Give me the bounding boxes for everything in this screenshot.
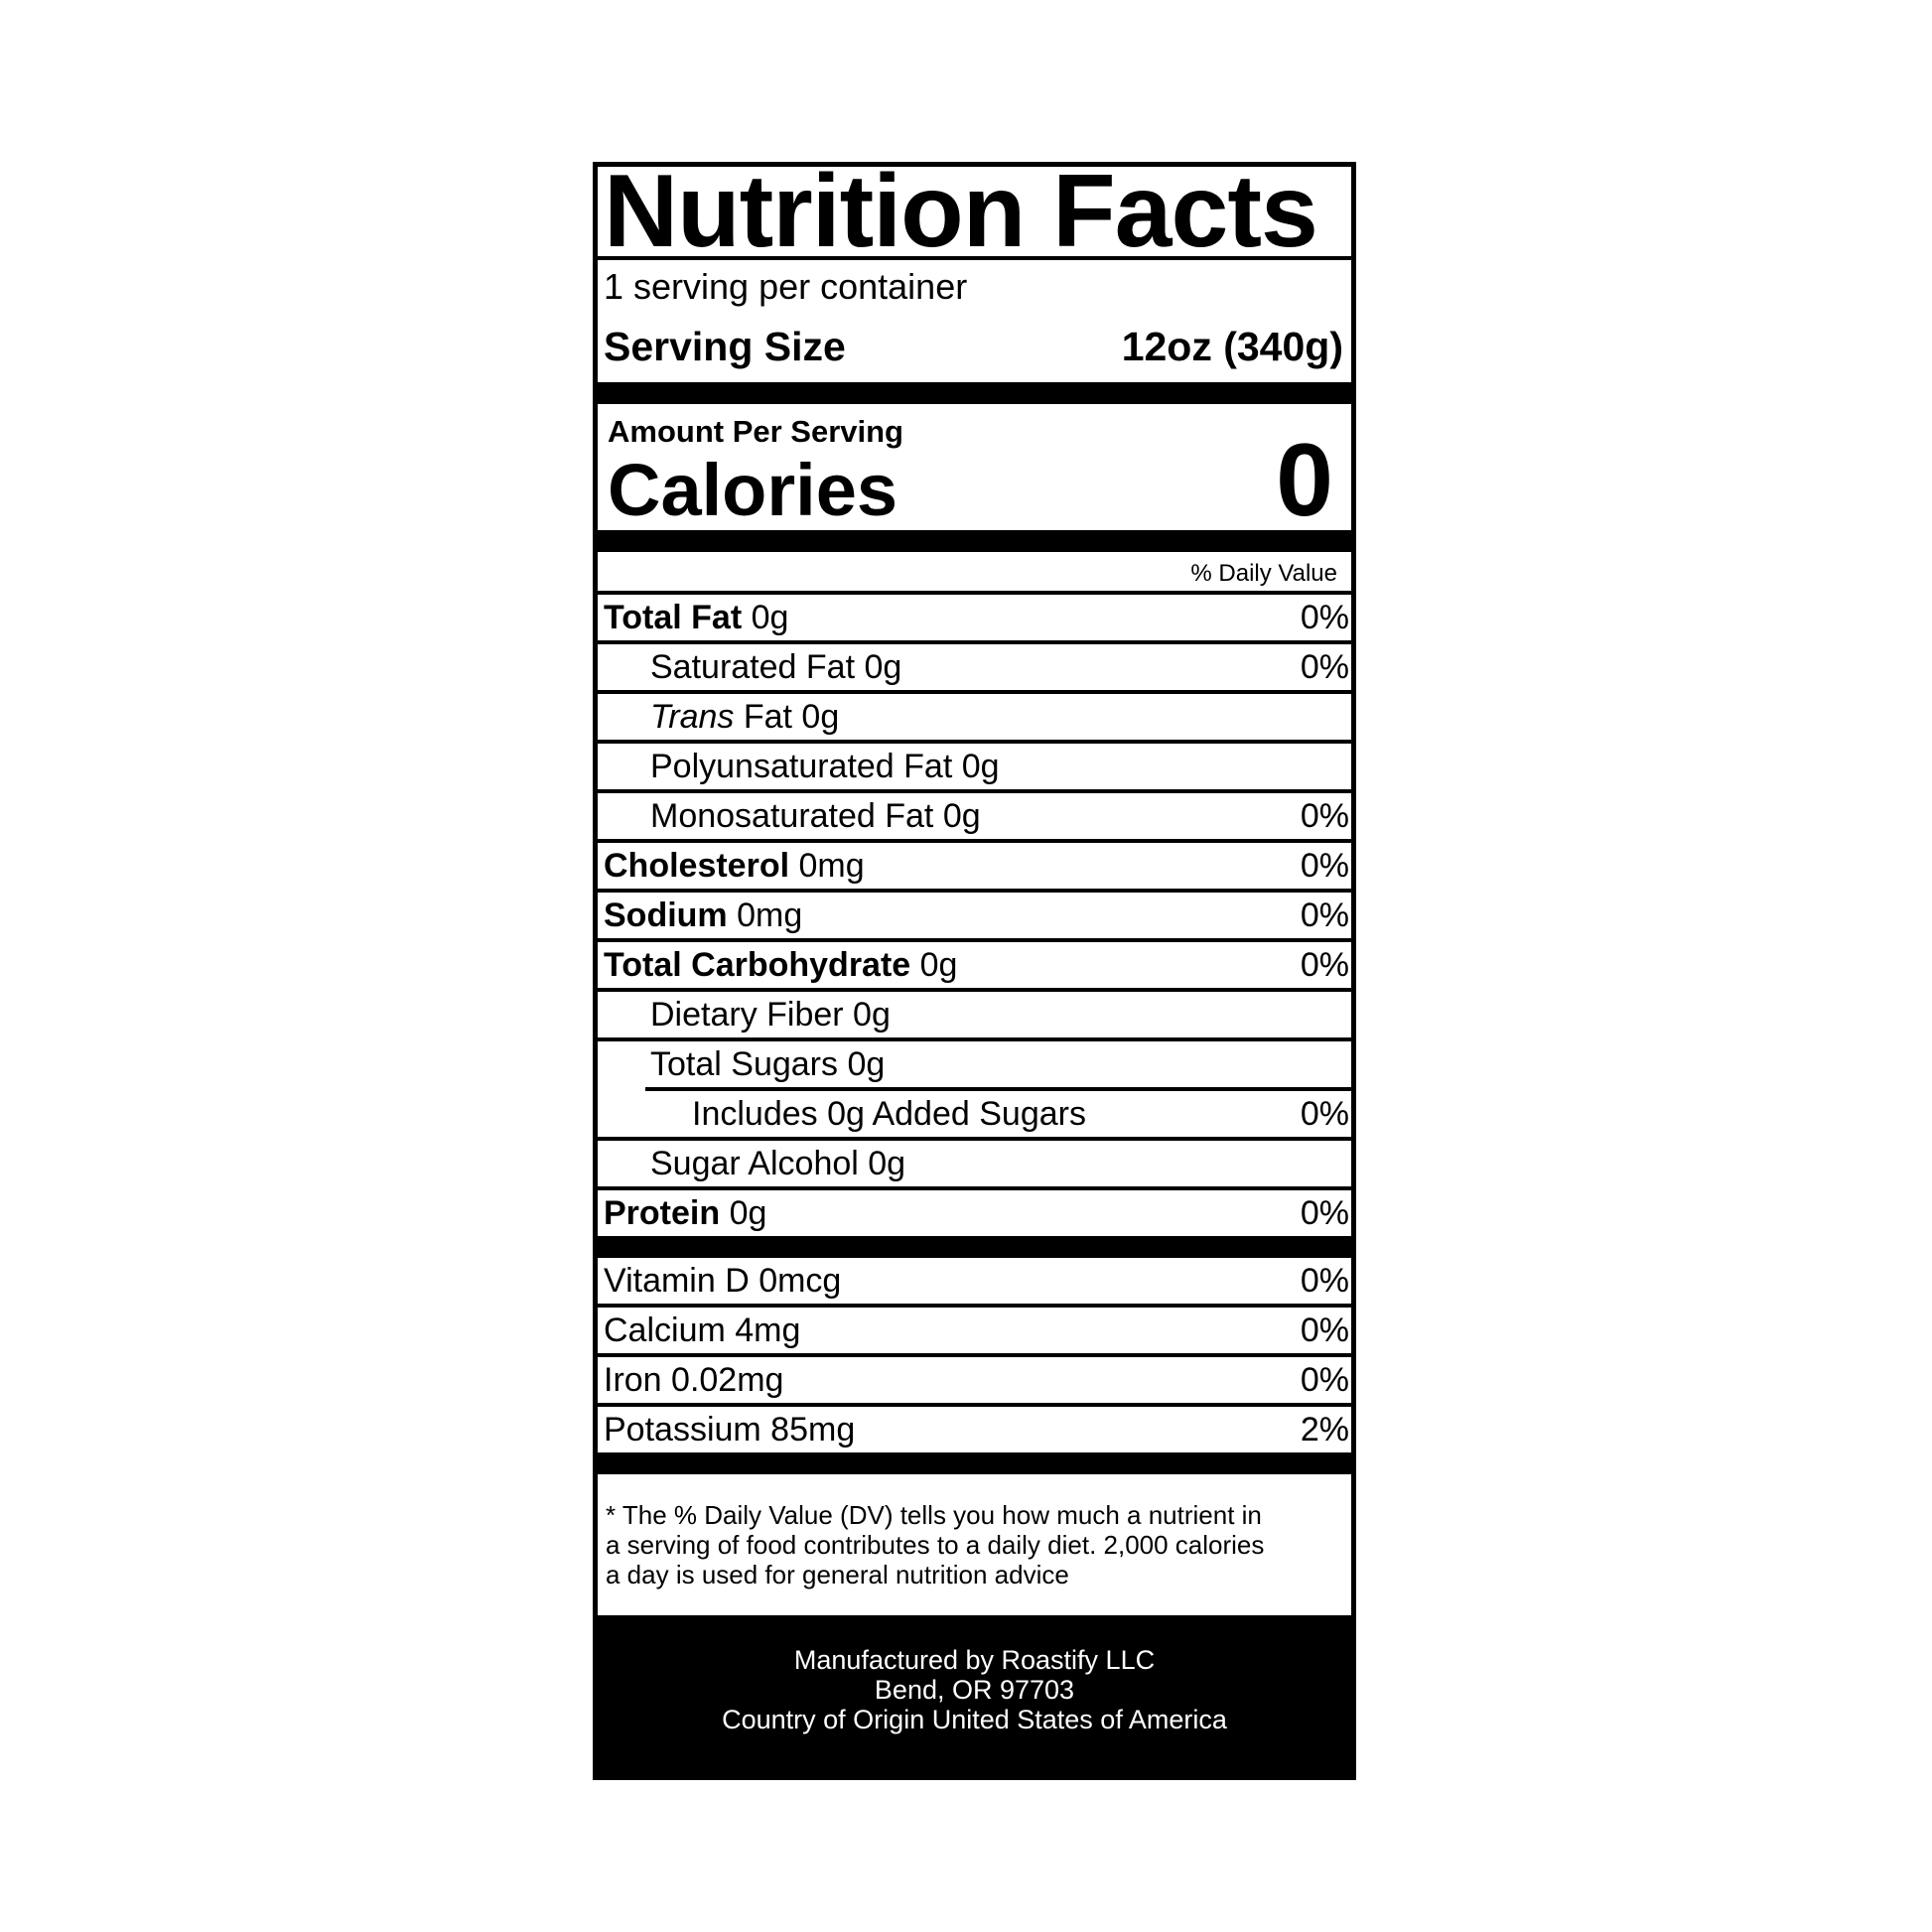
row-sodium: Sodium 0mg 0% [598, 893, 1351, 938]
row-saturated-fat: Saturated Fat 0g 0% [598, 644, 1351, 690]
row-calcium: Calcium 4mg 0% [598, 1308, 1351, 1353]
nutrition-facts-label: Nutrition Facts 1 serving per container … [593, 162, 1356, 1780]
row-trans-fat: Trans Fat 0g [598, 694, 1351, 740]
serving-section: 1 serving per container Serving Size 12o… [598, 260, 1351, 382]
manufacturer-info: Manufactured by Roastify LLC Bend, OR 97… [598, 1615, 1351, 1780]
serving-size-label: Serving Size [604, 324, 846, 369]
row-protein: Protein 0g 0% [598, 1190, 1351, 1236]
row-vitamin-d: Vitamin D 0mcg 0% [598, 1258, 1351, 1304]
calories-label: Calories [608, 449, 898, 531]
row-cholesterol: Cholesterol 0mg 0% [598, 843, 1351, 889]
row-potassium: Potassium 85mg 2% [598, 1407, 1351, 1452]
row-added-sugars: Includes 0g Added Sugars 0% [598, 1091, 1351, 1137]
row-sugar-alcohol: Sugar Alcohol 0g [598, 1141, 1351, 1186]
row-monosaturated-fat: Monosaturated Fat 0g 0% [598, 793, 1351, 839]
daily-value-footnote: * The % Daily Value (DV) tells you how m… [598, 1474, 1351, 1615]
calories-value: 0 [1276, 423, 1333, 538]
amount-per-serving: Amount Per Serving [608, 414, 903, 449]
calories-section: Amount Per Serving Calories 0 [598, 404, 1351, 538]
serving-size-value: 12oz (340g) [1121, 324, 1343, 369]
servings-per-container: 1 serving per container [604, 266, 968, 307]
daily-value-header: % Daily Value [598, 552, 1351, 591]
label-title: Nutrition Facts [598, 167, 1351, 256]
row-total-fat: Total Fat 0g 0% [598, 595, 1351, 640]
row-polyunsaturated-fat: Polyunsaturated Fat 0g [598, 744, 1351, 789]
daily-value-header-text: % Daily Value [1190, 560, 1337, 587]
row-total-carbohydrate: Total Carbohydrate 0g 0% [598, 942, 1351, 988]
row-iron: Iron 0.02mg 0% [598, 1357, 1351, 1403]
row-total-sugars: Total Sugars 0g [598, 1041, 1351, 1087]
row-dietary-fiber: Dietary Fiber 0g [598, 992, 1351, 1037]
